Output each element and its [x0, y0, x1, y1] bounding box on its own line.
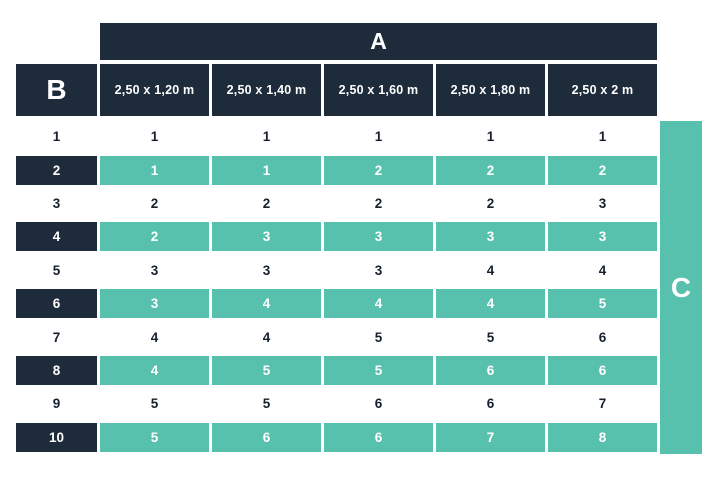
row-header: 4 — [16, 220, 97, 253]
row-header: 7 — [52, 329, 61, 345]
table-cell: 5 — [486, 329, 495, 345]
table-cell: 1 — [486, 129, 495, 145]
table-cell: 6 — [598, 329, 607, 345]
row-header: 6 — [16, 287, 97, 320]
table-cell: 6 — [324, 421, 433, 454]
table-cell: 3 — [150, 262, 159, 278]
table-cell: 4 — [100, 354, 209, 387]
table-cell: 1 — [598, 129, 607, 145]
table-cell: 5 — [212, 354, 321, 387]
table-cell: 1 — [262, 129, 271, 145]
table-cell: 6 — [436, 354, 545, 387]
table-cell: 1 — [150, 129, 159, 145]
table-cell: 4 — [436, 287, 545, 320]
top-axis-label: A — [370, 28, 387, 54]
table-cell: 3 — [548, 220, 657, 253]
row-header: 1 — [52, 129, 61, 145]
row-header: 10 — [16, 421, 97, 454]
table-body: 1 1 1 1 1 1 2 1 1 2 2 2 3 2 2 2 2 3 4 2 … — [16, 120, 657, 454]
table-cell: 4 — [262, 329, 271, 345]
table-cell: 2 — [436, 153, 545, 186]
table-cell: 2 — [374, 195, 383, 211]
table-cell: 5 — [150, 396, 159, 412]
table-cell: 5 — [262, 396, 271, 412]
table-cell: 4 — [486, 262, 495, 278]
table-cell: 3 — [212, 220, 321, 253]
row-header: 3 — [52, 195, 61, 211]
row-header: 2 — [16, 153, 97, 186]
table-cell: 1 — [212, 153, 321, 186]
table-cell: 2 — [150, 195, 159, 211]
table-cell: 4 — [150, 329, 159, 345]
table-cell: 5 — [374, 329, 383, 345]
table-cell: 4 — [324, 287, 433, 320]
corner-header-b: B — [16, 64, 97, 116]
right-axis-label: C — [670, 271, 692, 303]
column-header: 2,50 x 2 m — [548, 64, 657, 116]
table-cell: 1 — [374, 129, 383, 145]
table-cell: 2 — [324, 153, 433, 186]
table-cell: 5 — [548, 287, 657, 320]
table-cell: 2 — [548, 153, 657, 186]
table-cell: 5 — [324, 354, 433, 387]
row-header: 8 — [16, 354, 97, 387]
table-cell: 3 — [598, 195, 607, 211]
table-cell: 6 — [212, 421, 321, 454]
top-axis-header-a: A — [100, 23, 657, 60]
table-cell: 3 — [100, 287, 209, 320]
table-cell: 4 — [598, 262, 607, 278]
table-cell: 2 — [100, 220, 209, 253]
column-header: 2,50 x 1,20 m — [100, 64, 209, 116]
column-header-row: B 2,50 x 1,20 m 2,50 x 1,40 m 2,50 x 1,6… — [16, 64, 657, 116]
row-header: 9 — [52, 396, 61, 412]
table-cell: 1 — [100, 153, 209, 186]
table-cell: 4 — [212, 287, 321, 320]
table-cell: 6 — [486, 396, 495, 412]
table-cell: 7 — [598, 396, 607, 412]
table-cell: 3 — [436, 220, 545, 253]
column-header: 2,50 x 1,80 m — [436, 64, 545, 116]
row-header: 5 — [52, 262, 61, 278]
table-cell: 8 — [548, 421, 657, 454]
table-cell: 2 — [486, 195, 495, 211]
column-header: 2,50 x 1,40 m — [212, 64, 321, 116]
table-cell: 3 — [374, 262, 383, 278]
table-cell: 3 — [324, 220, 433, 253]
table-cell: 6 — [374, 396, 383, 412]
right-axis-header-c: C — [660, 121, 702, 454]
table-cell: 5 — [100, 421, 209, 454]
table-cell: 6 — [548, 354, 657, 387]
table-cell: 3 — [262, 262, 271, 278]
table-cell: 7 — [436, 421, 545, 454]
table-cell: 2 — [262, 195, 271, 211]
column-header: 2,50 x 1,60 m — [324, 64, 433, 116]
